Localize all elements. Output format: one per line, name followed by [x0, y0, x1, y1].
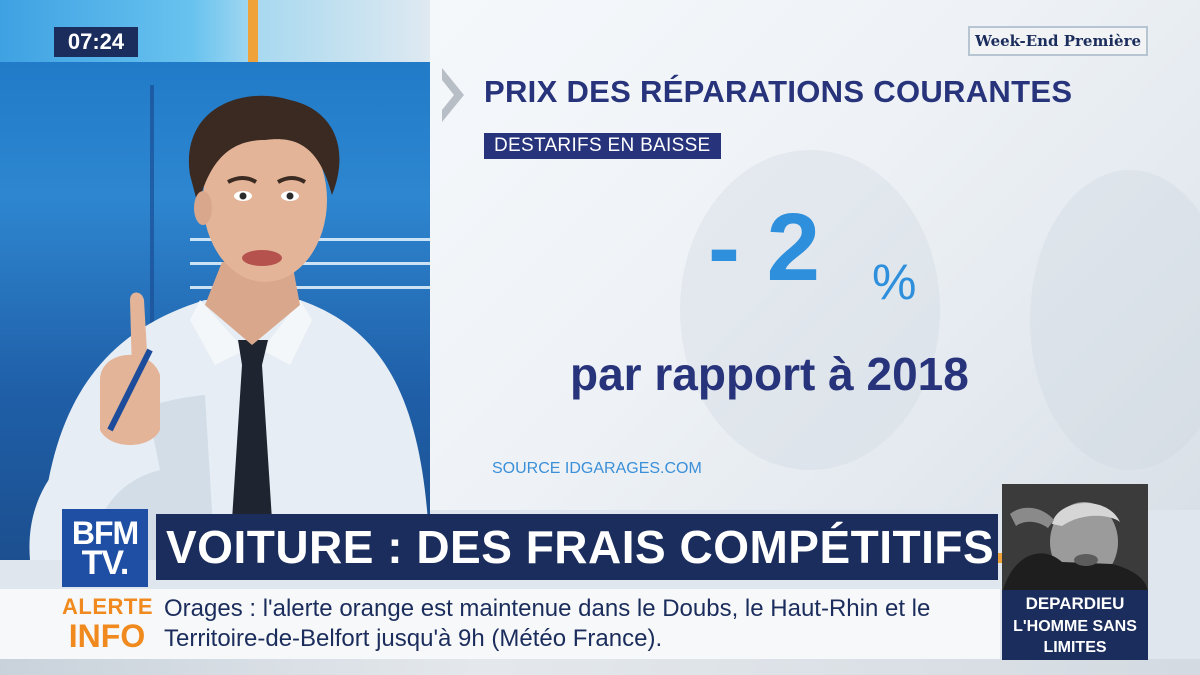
bottom-strip: [0, 659, 1200, 675]
teaser-subtitle: L'HOMME SANS LIMITES: [1013, 618, 1137, 656]
chevron-right-icon: [442, 68, 464, 122]
lower-third-banner: VOITURE : DES FRAIS COMPÉTITIFS: [156, 514, 1009, 580]
banner-title: VOITURE : DES FRAIS COMPÉTITIFS: [166, 521, 995, 573]
presenter-figure: [29, 95, 430, 560]
studio-orange-accent: [248, 0, 258, 62]
broadcast-clock: 07:24: [54, 27, 138, 57]
studio-light-line: [190, 262, 430, 265]
channel-logo: BFM TV.: [62, 509, 148, 587]
alert-label-line-2: INFO: [68, 618, 146, 654]
background-silhouette: [1030, 170, 1200, 470]
news-ticker: [0, 589, 1000, 659]
graphic-comparison: par rapport à 2018: [570, 348, 969, 400]
banner-title-wrap: VOITURE : DES FRAIS COMPÉTITIFS: [166, 518, 1009, 576]
teaser-photo: [1002, 484, 1148, 594]
graphic-headline: PRIX DES RÉPARATIONS COURANTES: [484, 74, 1073, 109]
teaser-title: DEPARDIEU: [1025, 594, 1125, 613]
alert-label-line-1: ALERTE: [62, 594, 153, 619]
infographic-panel: PRIX DES RÉPARATIONS COURANTES DESTARIFS…: [430, 0, 1200, 510]
logo-line-1: BFM: [71, 515, 139, 551]
graphic-big-value: - 2: [708, 194, 821, 301]
studio-light-line: [190, 286, 430, 289]
studio-panel-edge: [150, 85, 154, 325]
alert-label: ALERTE INFO: [62, 594, 153, 654]
studio-video-feed: [0, 0, 430, 560]
background-silhouette: [680, 150, 940, 470]
show-name-tag: Week-End Première: [968, 26, 1148, 56]
teaser-caption: DEPARDIEU L'HOMME SANS LIMITES: [1002, 590, 1148, 660]
graphic-unit: %: [872, 254, 917, 310]
logo-line-2: TV.: [81, 544, 130, 582]
ticker-text: Orages : l'alerte orange est maintenue d…: [164, 595, 931, 652]
graphic-source: SOURCE IDGARAGES.COM: [492, 460, 702, 477]
program-teaser: DEPARDIEU L'HOMME SANS LIMITES: [1002, 484, 1148, 660]
graphic-tag: DESTARIFS EN BAISSE: [484, 133, 721, 159]
